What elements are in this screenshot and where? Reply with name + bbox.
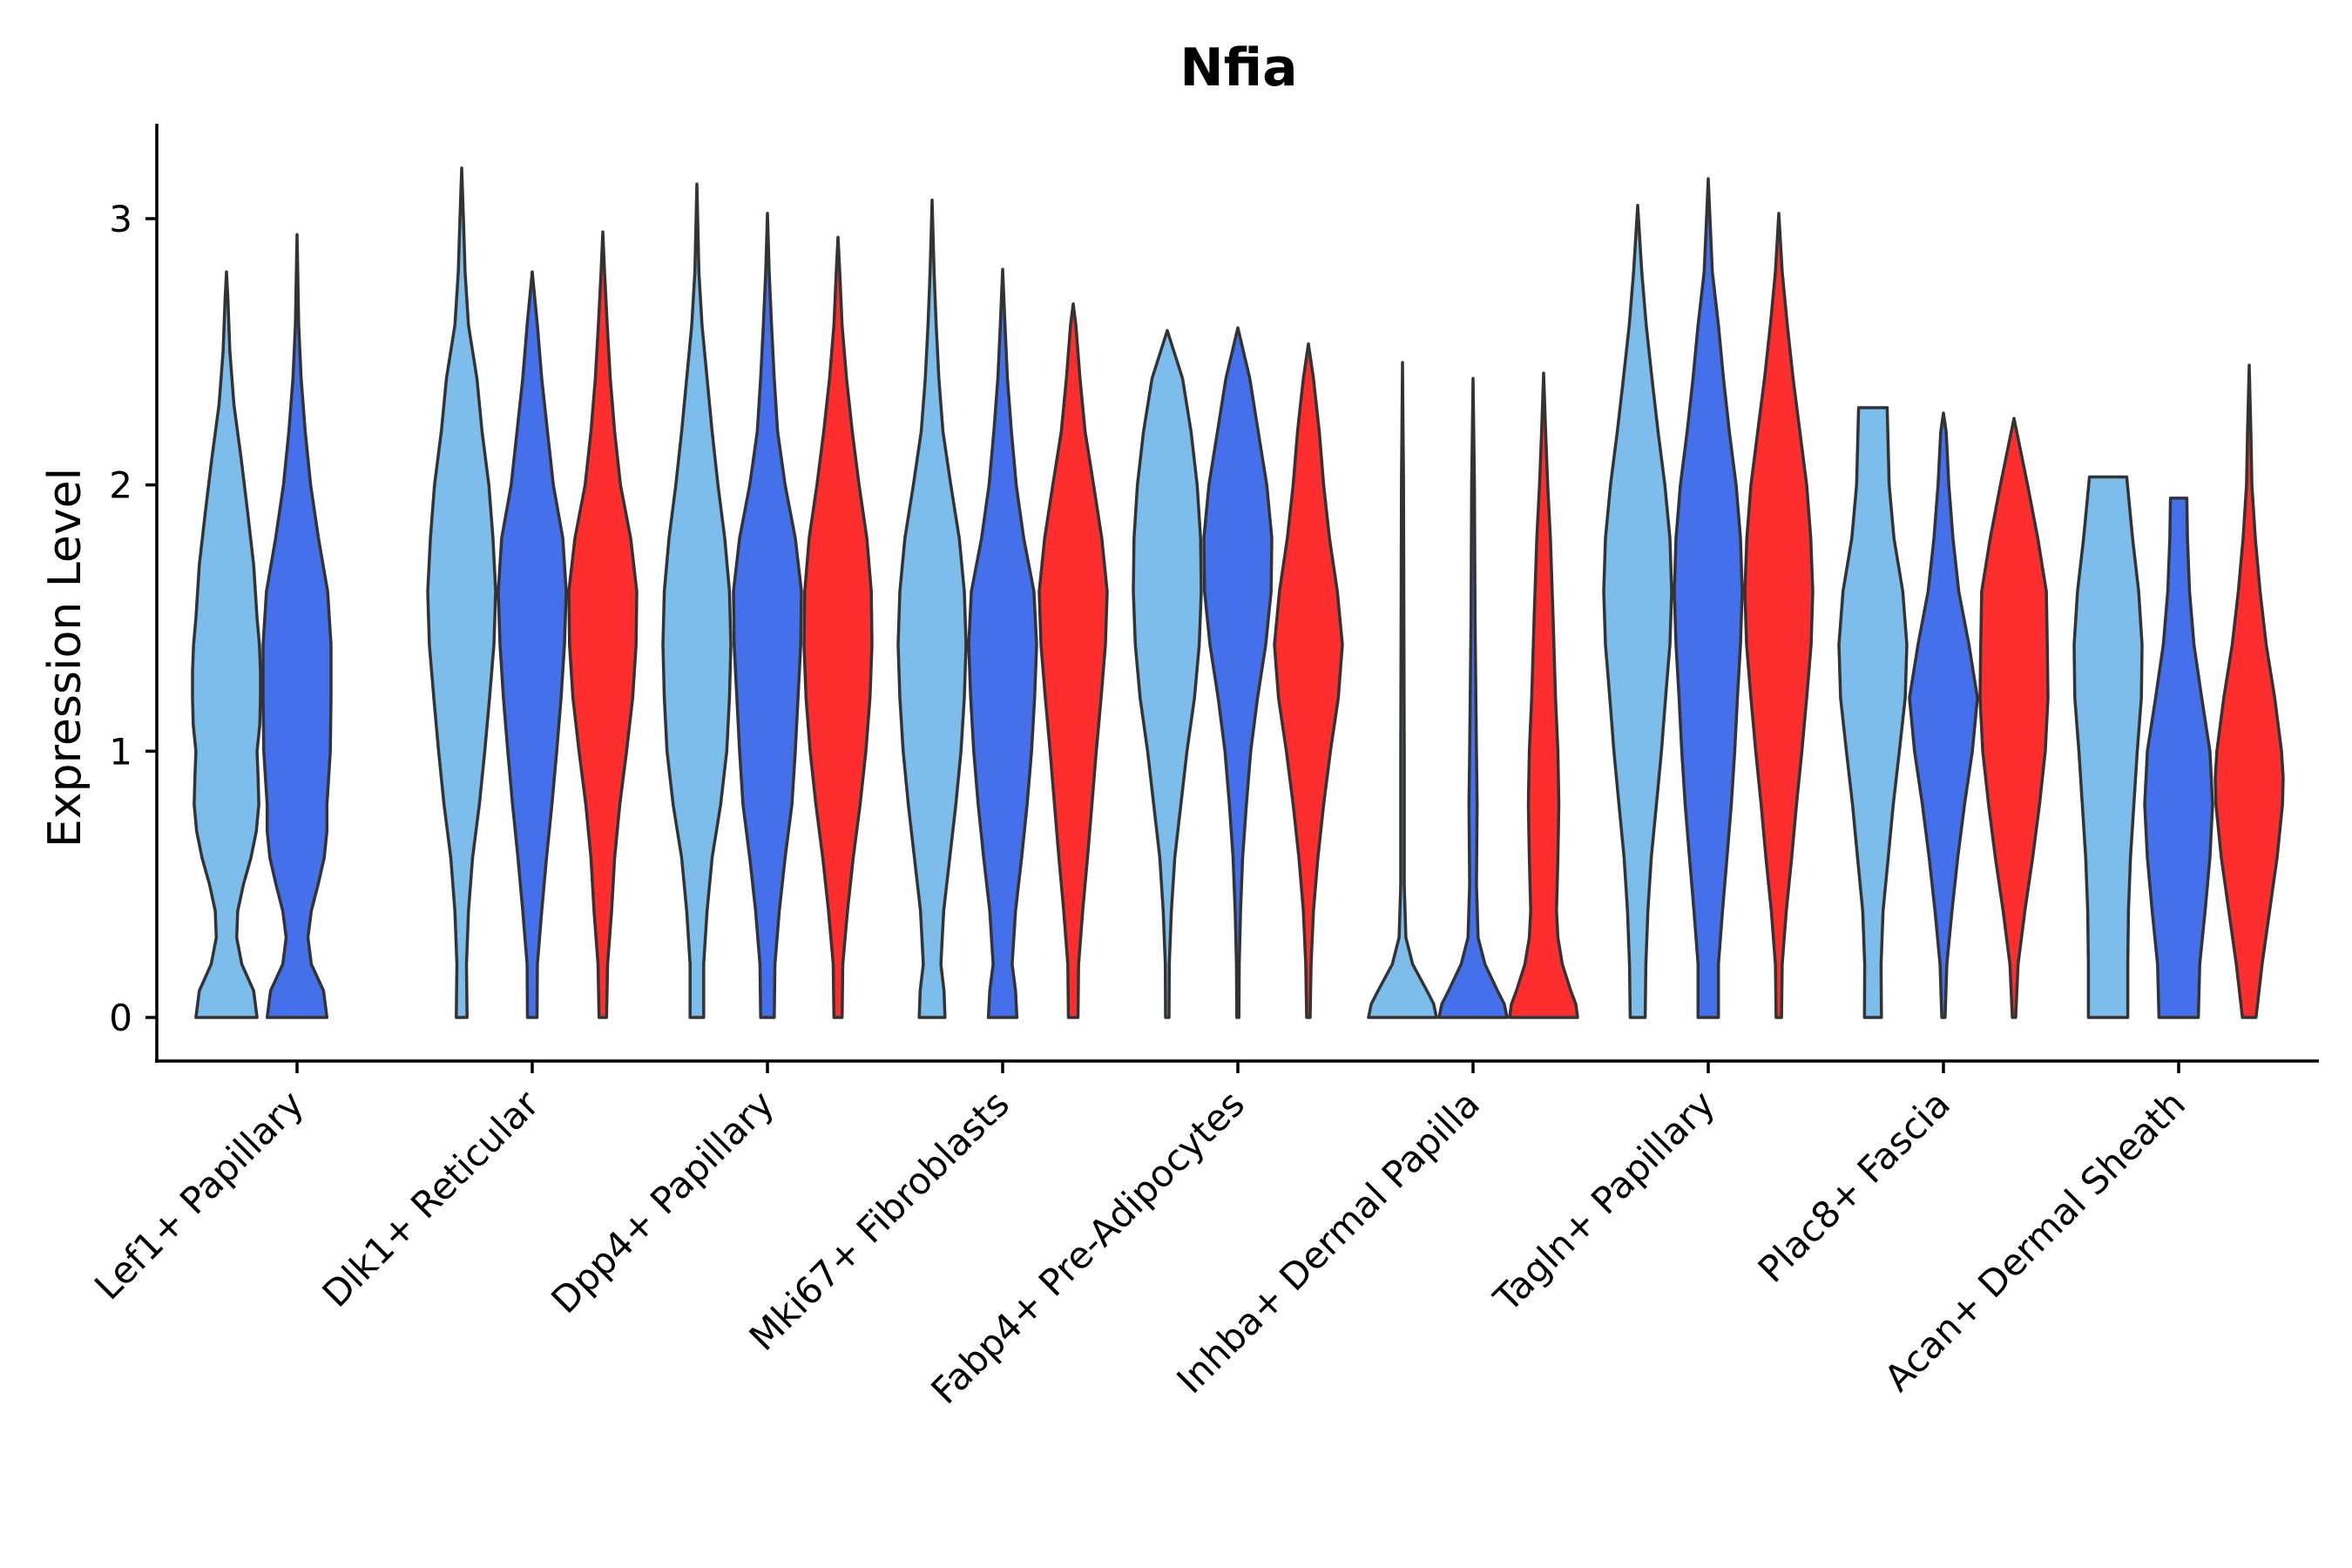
violin-dpp4-papillary-group3 (802, 235, 874, 1019)
violin-fabp4-pre-adipocytes-group3 (1273, 341, 1344, 1019)
violin-mki67-fibroblasts-group3 (1037, 302, 1109, 1019)
x-category-label: Tagln+ Papillary (1485, 1082, 1723, 1320)
violin-dlk1-reticular-group2 (497, 270, 568, 1019)
violin-plac8-fascia-group1 (1837, 406, 1909, 1019)
violin-fabp4-pre-adipocytes-group1 (1132, 328, 1203, 1019)
violin-dpp4-papillary-group2 (732, 212, 803, 1019)
violin-plac8-fascia-group3 (1978, 416, 2050, 1019)
y-tick-label: 1 (109, 730, 132, 773)
violin-acan-dermal-sheath-group3 (2213, 363, 2285, 1019)
violin-tagln-papillary-group1 (1602, 203, 1673, 1019)
violin-inhba-dermal-papilla-group3 (1508, 371, 1579, 1019)
violin-acan-dermal-sheath-group2 (2143, 497, 2214, 1019)
y-tick-label: 0 (109, 997, 132, 1039)
violin-dpp4-papillary-group1 (661, 182, 733, 1019)
x-category-label: Plac8+ Fascia (1750, 1082, 1958, 1290)
violin-plac8-fascia-group2 (1908, 411, 1979, 1019)
violin-lef1-papillary-group1 (191, 270, 262, 1019)
x-category-label: Dlk1+ Reticular (314, 1082, 548, 1315)
violin-lef1-papillary-group2 (261, 233, 333, 1019)
x-category-label: Mki67+ Fibroblasts (741, 1082, 1017, 1358)
violin-tagln-papillary-group2 (1673, 177, 1744, 1019)
violin-mki67-fibroblasts-group2 (967, 267, 1038, 1019)
y-axis-label: Expression Level (39, 468, 91, 848)
chart-title: Nfia (1179, 37, 1297, 98)
y-tick-label: 2 (109, 464, 132, 507)
x-category-label: Lef1+ Papillary (86, 1082, 312, 1308)
violin-inhba-dermal-papilla-group1 (1367, 361, 1438, 1019)
violin-layer (191, 166, 2285, 1019)
violin-dlk1-reticular-group3 (567, 230, 639, 1019)
violin-inhba-dermal-papilla-group2 (1437, 376, 1509, 1019)
violin-mki67-fibroblasts-group1 (896, 198, 968, 1019)
y-axis-ticks: 0 1 2 3 (109, 198, 157, 1039)
x-category-label: Dpp4+ Papillary (543, 1082, 782, 1321)
violin-acan-dermal-sheath-group1 (2072, 475, 2144, 1019)
violin-fabp4-pre-adipocytes-group2 (1202, 326, 1274, 1019)
violin-tagln-papillary-group3 (1743, 212, 1815, 1019)
y-tick-label: 3 (109, 198, 132, 240)
violin-dlk1-reticular-group1 (426, 166, 497, 1019)
